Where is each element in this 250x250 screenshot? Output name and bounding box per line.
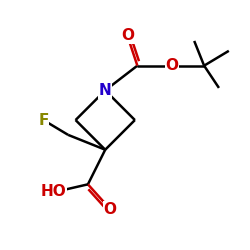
Text: O: O — [121, 28, 134, 44]
Text: F: F — [38, 112, 48, 128]
Text: HO: HO — [40, 184, 66, 199]
Text: N: N — [99, 83, 112, 98]
Text: O: O — [104, 202, 117, 216]
Text: O: O — [166, 58, 178, 73]
